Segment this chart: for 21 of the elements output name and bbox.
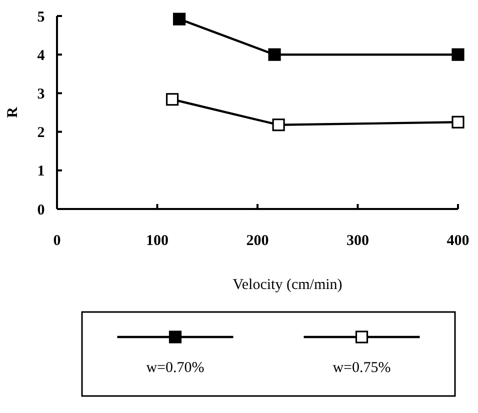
x-tick-label: 400 [446,233,470,249]
x-tick-label: 100 [146,233,168,249]
legend-label: w=0.75% [332,360,391,376]
point [272,118,285,132]
point [166,93,179,106]
point [452,48,464,61]
x-tick-label: 300 [346,233,369,249]
point [268,48,281,61]
legend-label: w=0.70% [146,360,204,376]
y-tick-label: 5 [37,9,45,26]
x-tick-label: 0 [53,233,61,249]
y-tick-label: 3 [37,86,45,102]
y-tick-label: 2 [37,125,45,142]
point [452,116,464,128]
x-axis-title: Velocity (cm/min) [232,277,342,293]
y-axis-title: R [5,106,21,118]
y-tick-label: 4 [37,48,46,64]
y-tick-label: 1 [37,164,45,180]
x-tick-label: 200 [246,233,269,249]
y-tick-label: 0 [37,202,45,218]
point [173,12,186,26]
